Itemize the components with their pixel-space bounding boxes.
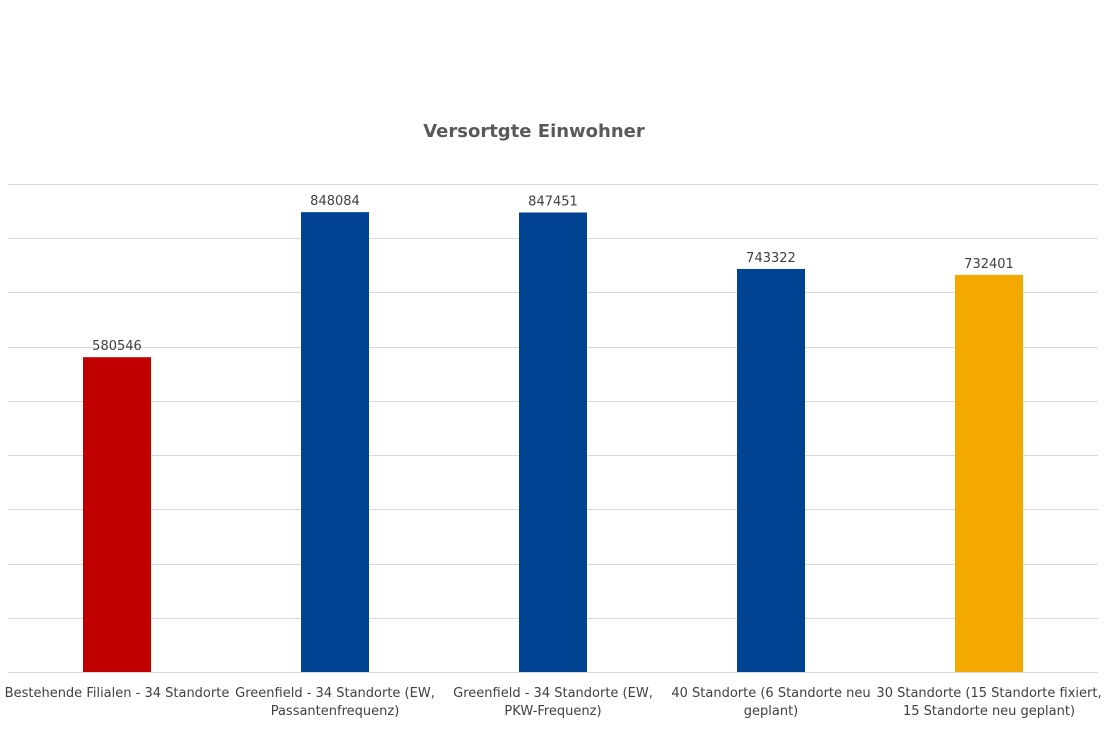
category-label-2-line-1: Greenfield - 34 Standorte (EW, (235, 686, 435, 701)
category-labels: Bestehende Filialen - 34 Standorte Greenf… (5, 686, 1102, 719)
category-label-5-line-1: 30 Standorte (15 Standorte fixiert, (876, 686, 1101, 701)
data-labels: 580546 848084 847451 743322 732401 (92, 194, 1014, 354)
data-label-1: 580546 (92, 339, 142, 354)
bar-5 (955, 274, 1023, 672)
bars (83, 212, 1023, 673)
bar-1 (83, 357, 151, 672)
category-label-4-line-1: 40 Standorte (6 Standorte neu (671, 686, 870, 701)
data-label-5: 732401 (964, 257, 1014, 272)
data-label-3: 847451 (528, 194, 578, 209)
category-label-2-line-2: Passantenfrequenz) (271, 704, 400, 719)
category-label-4-line-2: geplant) (744, 704, 799, 719)
category-label-3-line-1: Greenfield - 34 Standorte (EW, (453, 686, 653, 701)
chart-title: Versortgte Einwohner (423, 121, 645, 142)
category-label-3-line-2: PKW-Frequenz) (504, 704, 601, 719)
bar-4 (737, 268, 805, 672)
bar-2 (301, 212, 369, 672)
category-label-5-line-2: 15 Standorte neu geplant) (903, 704, 1075, 719)
bar-3 (519, 212, 587, 673)
data-label-2: 848084 (310, 194, 360, 209)
data-label-4: 743322 (746, 251, 796, 266)
category-label-1-line-1: Bestehende Filialen - 34 Standorte (5, 686, 230, 701)
